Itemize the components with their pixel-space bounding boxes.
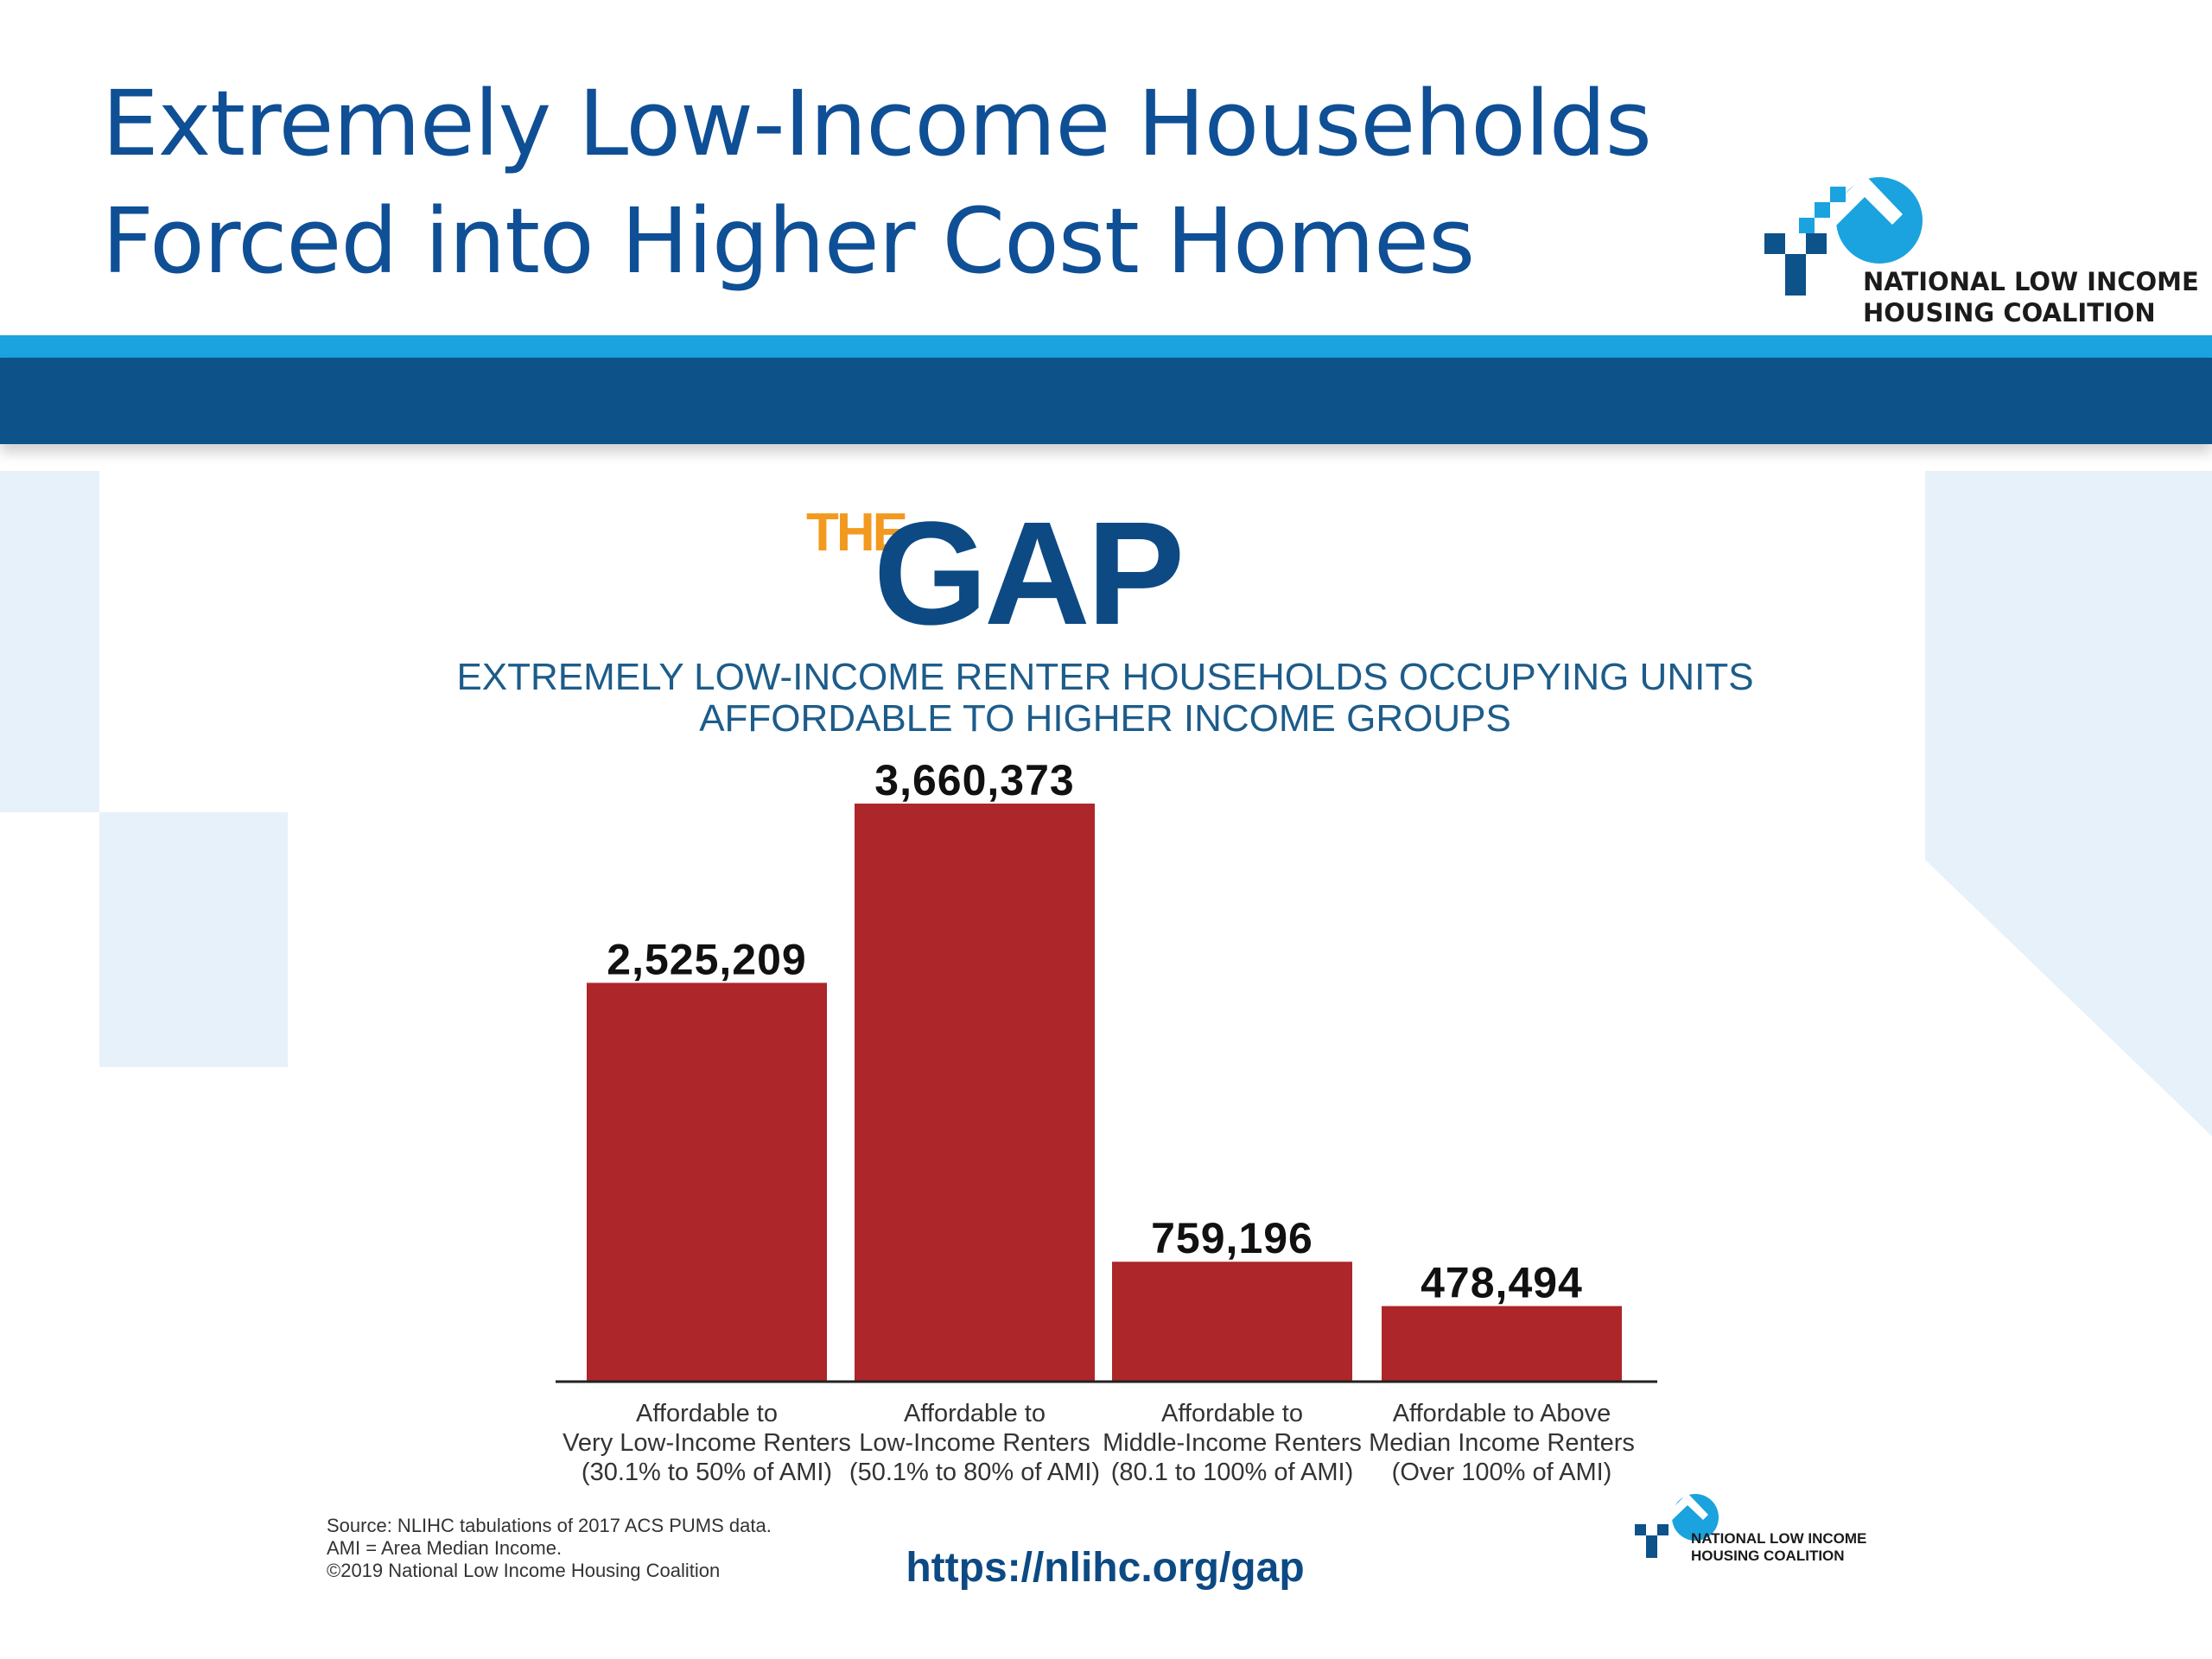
slide-title: Extremely Low-Income Households Forced i… bbox=[102, 65, 1652, 300]
bar-value-label-4: 478,494 bbox=[1421, 1259, 1583, 1307]
source-note-line-1: Source: NLIHC tabulations of 2017 ACS PU… bbox=[327, 1515, 772, 1536]
category-label-2-line-1: Affordable to bbox=[904, 1400, 1046, 1427]
background-square bbox=[1925, 860, 2212, 1136]
category-label-1-line-1: Affordable to bbox=[636, 1400, 778, 1427]
bar-2 bbox=[855, 804, 1095, 1382]
category-label-4-line-1: Affordable to Above bbox=[1393, 1400, 1611, 1427]
org-name-line-1: NATIONAL LOW INCOME bbox=[1863, 267, 2199, 296]
header-band-dark bbox=[0, 358, 2212, 444]
chart-subtitle-line-2: AFFORDABLE TO HIGHER INCOME GROUPS bbox=[699, 697, 1511, 740]
brand-gap: GAP bbox=[874, 492, 1181, 656]
slide-title-line-1: Extremely Low-Income Households bbox=[102, 71, 1652, 176]
slide-title-line-2: Forced into Higher Cost Homes bbox=[102, 188, 1475, 294]
brand-the: THE bbox=[806, 503, 906, 563]
gap-chart: THE GAP EXTREMELY LOW-INCOME RENTER HOUS… bbox=[327, 492, 1866, 1591]
chart-subtitle-line-1: EXTREMELY LOW-INCOME RENTER HOUSEHOLDS O… bbox=[456, 656, 1753, 698]
category-label-1-line-2: Very Low-Income Renters bbox=[563, 1429, 851, 1457]
header-band-light bbox=[0, 335, 2212, 358]
source-note-line-2: AMI = Area Median Income. bbox=[327, 1537, 562, 1559]
category-label-1-line-3: (30.1% to 50% of AMI) bbox=[582, 1459, 832, 1486]
category-label-4-line-3: (Over 100% of AMI) bbox=[1392, 1459, 1612, 1486]
org-logo-small: NATIONAL LOW INCOME HOUSING COALITION bbox=[1635, 1493, 1866, 1564]
bar-value-label-3: 759,196 bbox=[1151, 1214, 1313, 1262]
org-name-line-2: HOUSING COALITION bbox=[1863, 298, 2156, 327]
house-logo-icon bbox=[1764, 175, 1923, 296]
category-label-3-line-3: (80.1 to 100% of AMI) bbox=[1111, 1459, 1353, 1486]
org-name: NATIONAL LOW INCOME HOUSING COALITION bbox=[1863, 266, 2199, 328]
infographic-card: THE GAP EXTREMELY LOW-INCOME RENTER HOUS… bbox=[288, 475, 1925, 1659]
source-note-line-3: ©2019 National Low Income Housing Coalit… bbox=[327, 1560, 720, 1581]
bar-4 bbox=[1382, 1306, 1622, 1382]
background-square bbox=[0, 471, 99, 812]
background-square bbox=[99, 812, 288, 1067]
house-logo-icon-small bbox=[1635, 1493, 1719, 1558]
gap-url-link[interactable]: https://nlihc.org/gap bbox=[906, 1545, 1304, 1591]
bar-1 bbox=[587, 982, 827, 1382]
category-label-2-line-3: (50.1% to 80% of AMI) bbox=[849, 1459, 1100, 1486]
category-label-3-line-2: Middle-Income Renters bbox=[1103, 1429, 1362, 1457]
org-logo: NATIONAL LOW INCOME HOUSING COALITION bbox=[1763, 164, 2212, 337]
org-name-small-line-1: NATIONAL LOW INCOME bbox=[1691, 1530, 1866, 1547]
category-label-3-line-1: Affordable to bbox=[1161, 1400, 1303, 1427]
org-name-small-line-2: HOUSING COALITION bbox=[1691, 1548, 1845, 1564]
bar-3 bbox=[1112, 1262, 1352, 1382]
background-square bbox=[1925, 471, 2212, 860]
bar-value-label-1: 2,525,209 bbox=[607, 935, 806, 983]
category-label-4-line-2: Median Income Renters bbox=[1369, 1429, 1635, 1457]
category-label-2-line-2: Low-Income Renters bbox=[859, 1429, 1090, 1457]
bar-value-label-2: 3,660,373 bbox=[874, 756, 1074, 804]
